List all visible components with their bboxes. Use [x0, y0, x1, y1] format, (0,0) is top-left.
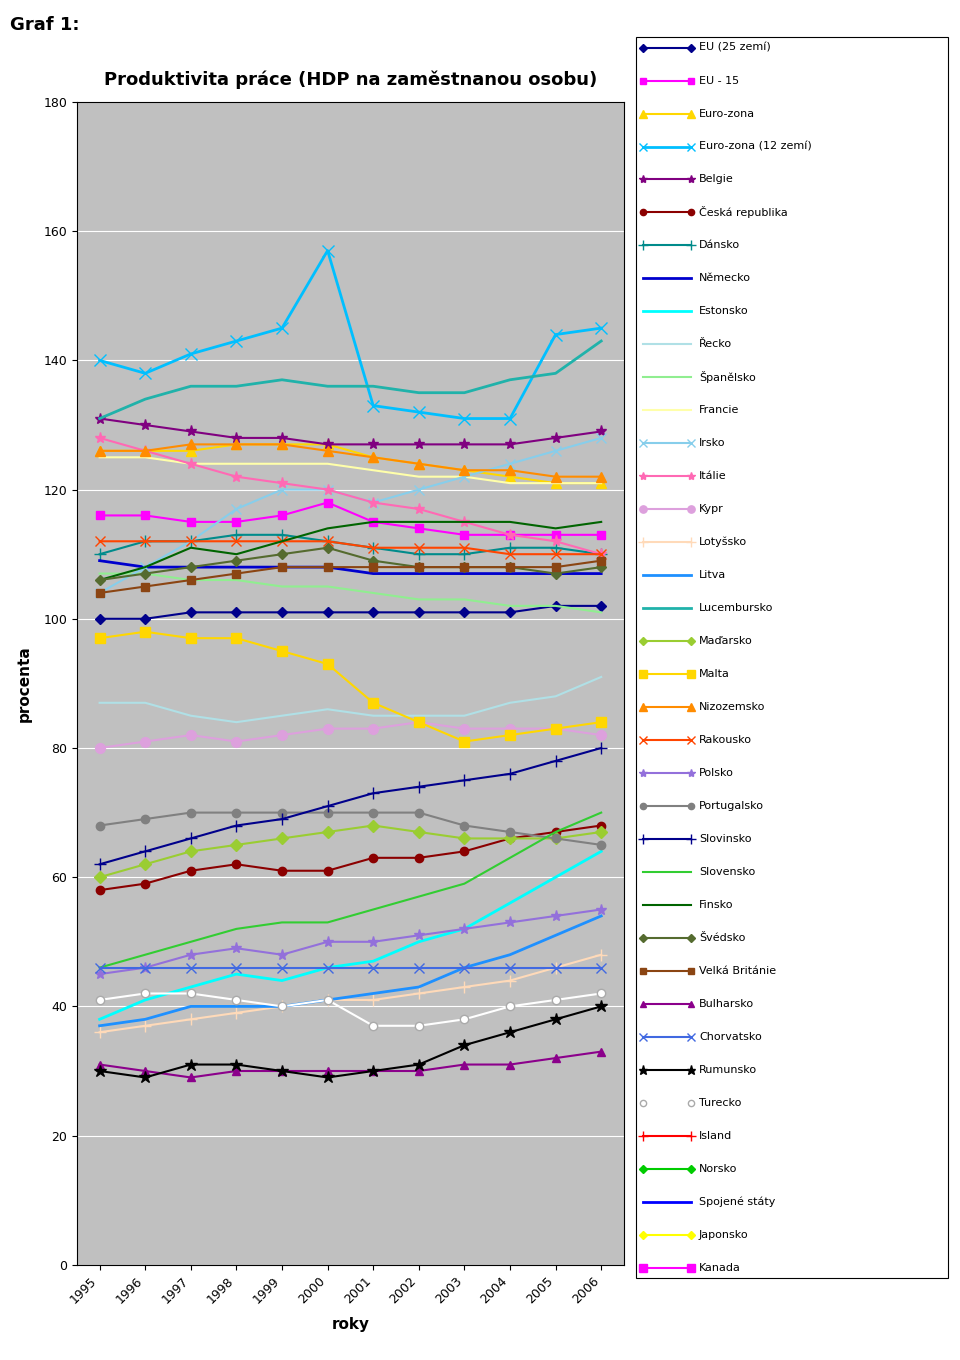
Title: Produktivita práce (HDP na zaměstnanou osobu): Produktivita práce (HDP na zaměstnanou o…	[104, 71, 597, 90]
Text: Chorvatsko: Chorvatsko	[699, 1032, 761, 1042]
Text: Belgie: Belgie	[699, 174, 733, 185]
Text: EU (25 zemí): EU (25 zemí)	[699, 42, 771, 53]
Text: Malta: Malta	[699, 669, 730, 679]
Text: Kypr: Kypr	[699, 505, 724, 514]
Text: Nizozemsko: Nizozemsko	[699, 702, 765, 713]
Text: Dánsko: Dánsko	[699, 241, 740, 250]
X-axis label: roky: roky	[331, 1318, 370, 1333]
Text: Kanada: Kanada	[699, 1262, 741, 1273]
Text: Polsko: Polsko	[699, 768, 733, 778]
Text: Švédsko: Švédsko	[699, 933, 745, 942]
Text: Graf 1:: Graf 1:	[10, 16, 79, 34]
Text: Lucembursko: Lucembursko	[699, 602, 773, 613]
Text: Island: Island	[699, 1130, 732, 1141]
Text: Turecko: Turecko	[699, 1098, 741, 1107]
Text: Spojené státy: Spojené státy	[699, 1197, 776, 1206]
Text: Velká Británie: Velká Británie	[699, 966, 776, 975]
Text: Maďarsko: Maďarsko	[699, 636, 753, 646]
Text: Itálie: Itálie	[699, 471, 727, 481]
Text: Bulharsko: Bulharsko	[699, 998, 754, 1009]
Text: Řecko: Řecko	[699, 340, 732, 350]
Text: Irsko: Irsko	[699, 438, 726, 449]
Text: Estonsko: Estonsko	[699, 306, 749, 317]
Text: Norsko: Norsko	[699, 1164, 737, 1174]
Text: Lotyšsko: Lotyšsko	[699, 537, 747, 548]
Text: Japonsko: Japonsko	[699, 1229, 749, 1239]
Text: Litva: Litva	[699, 570, 726, 581]
Text: EU - 15: EU - 15	[699, 76, 739, 86]
Text: Euro-zona (12 zemí): Euro-zona (12 zemí)	[699, 141, 811, 151]
Text: Rakousko: Rakousko	[699, 734, 752, 745]
Text: Německo: Německo	[699, 273, 751, 283]
Text: Finsko: Finsko	[699, 900, 733, 910]
Y-axis label: procenta: procenta	[17, 645, 32, 722]
Text: Rumunsko: Rumunsko	[699, 1065, 757, 1074]
Text: Slovensko: Slovensko	[699, 866, 756, 877]
Text: Francie: Francie	[699, 405, 739, 415]
Text: Česká republika: Česká republika	[699, 207, 787, 219]
Text: Euro-zona: Euro-zona	[699, 109, 755, 118]
Text: Slovinsko: Slovinsko	[699, 834, 752, 845]
Text: Španělsko: Španělsko	[699, 371, 756, 384]
Text: Portugalsko: Portugalsko	[699, 801, 764, 811]
